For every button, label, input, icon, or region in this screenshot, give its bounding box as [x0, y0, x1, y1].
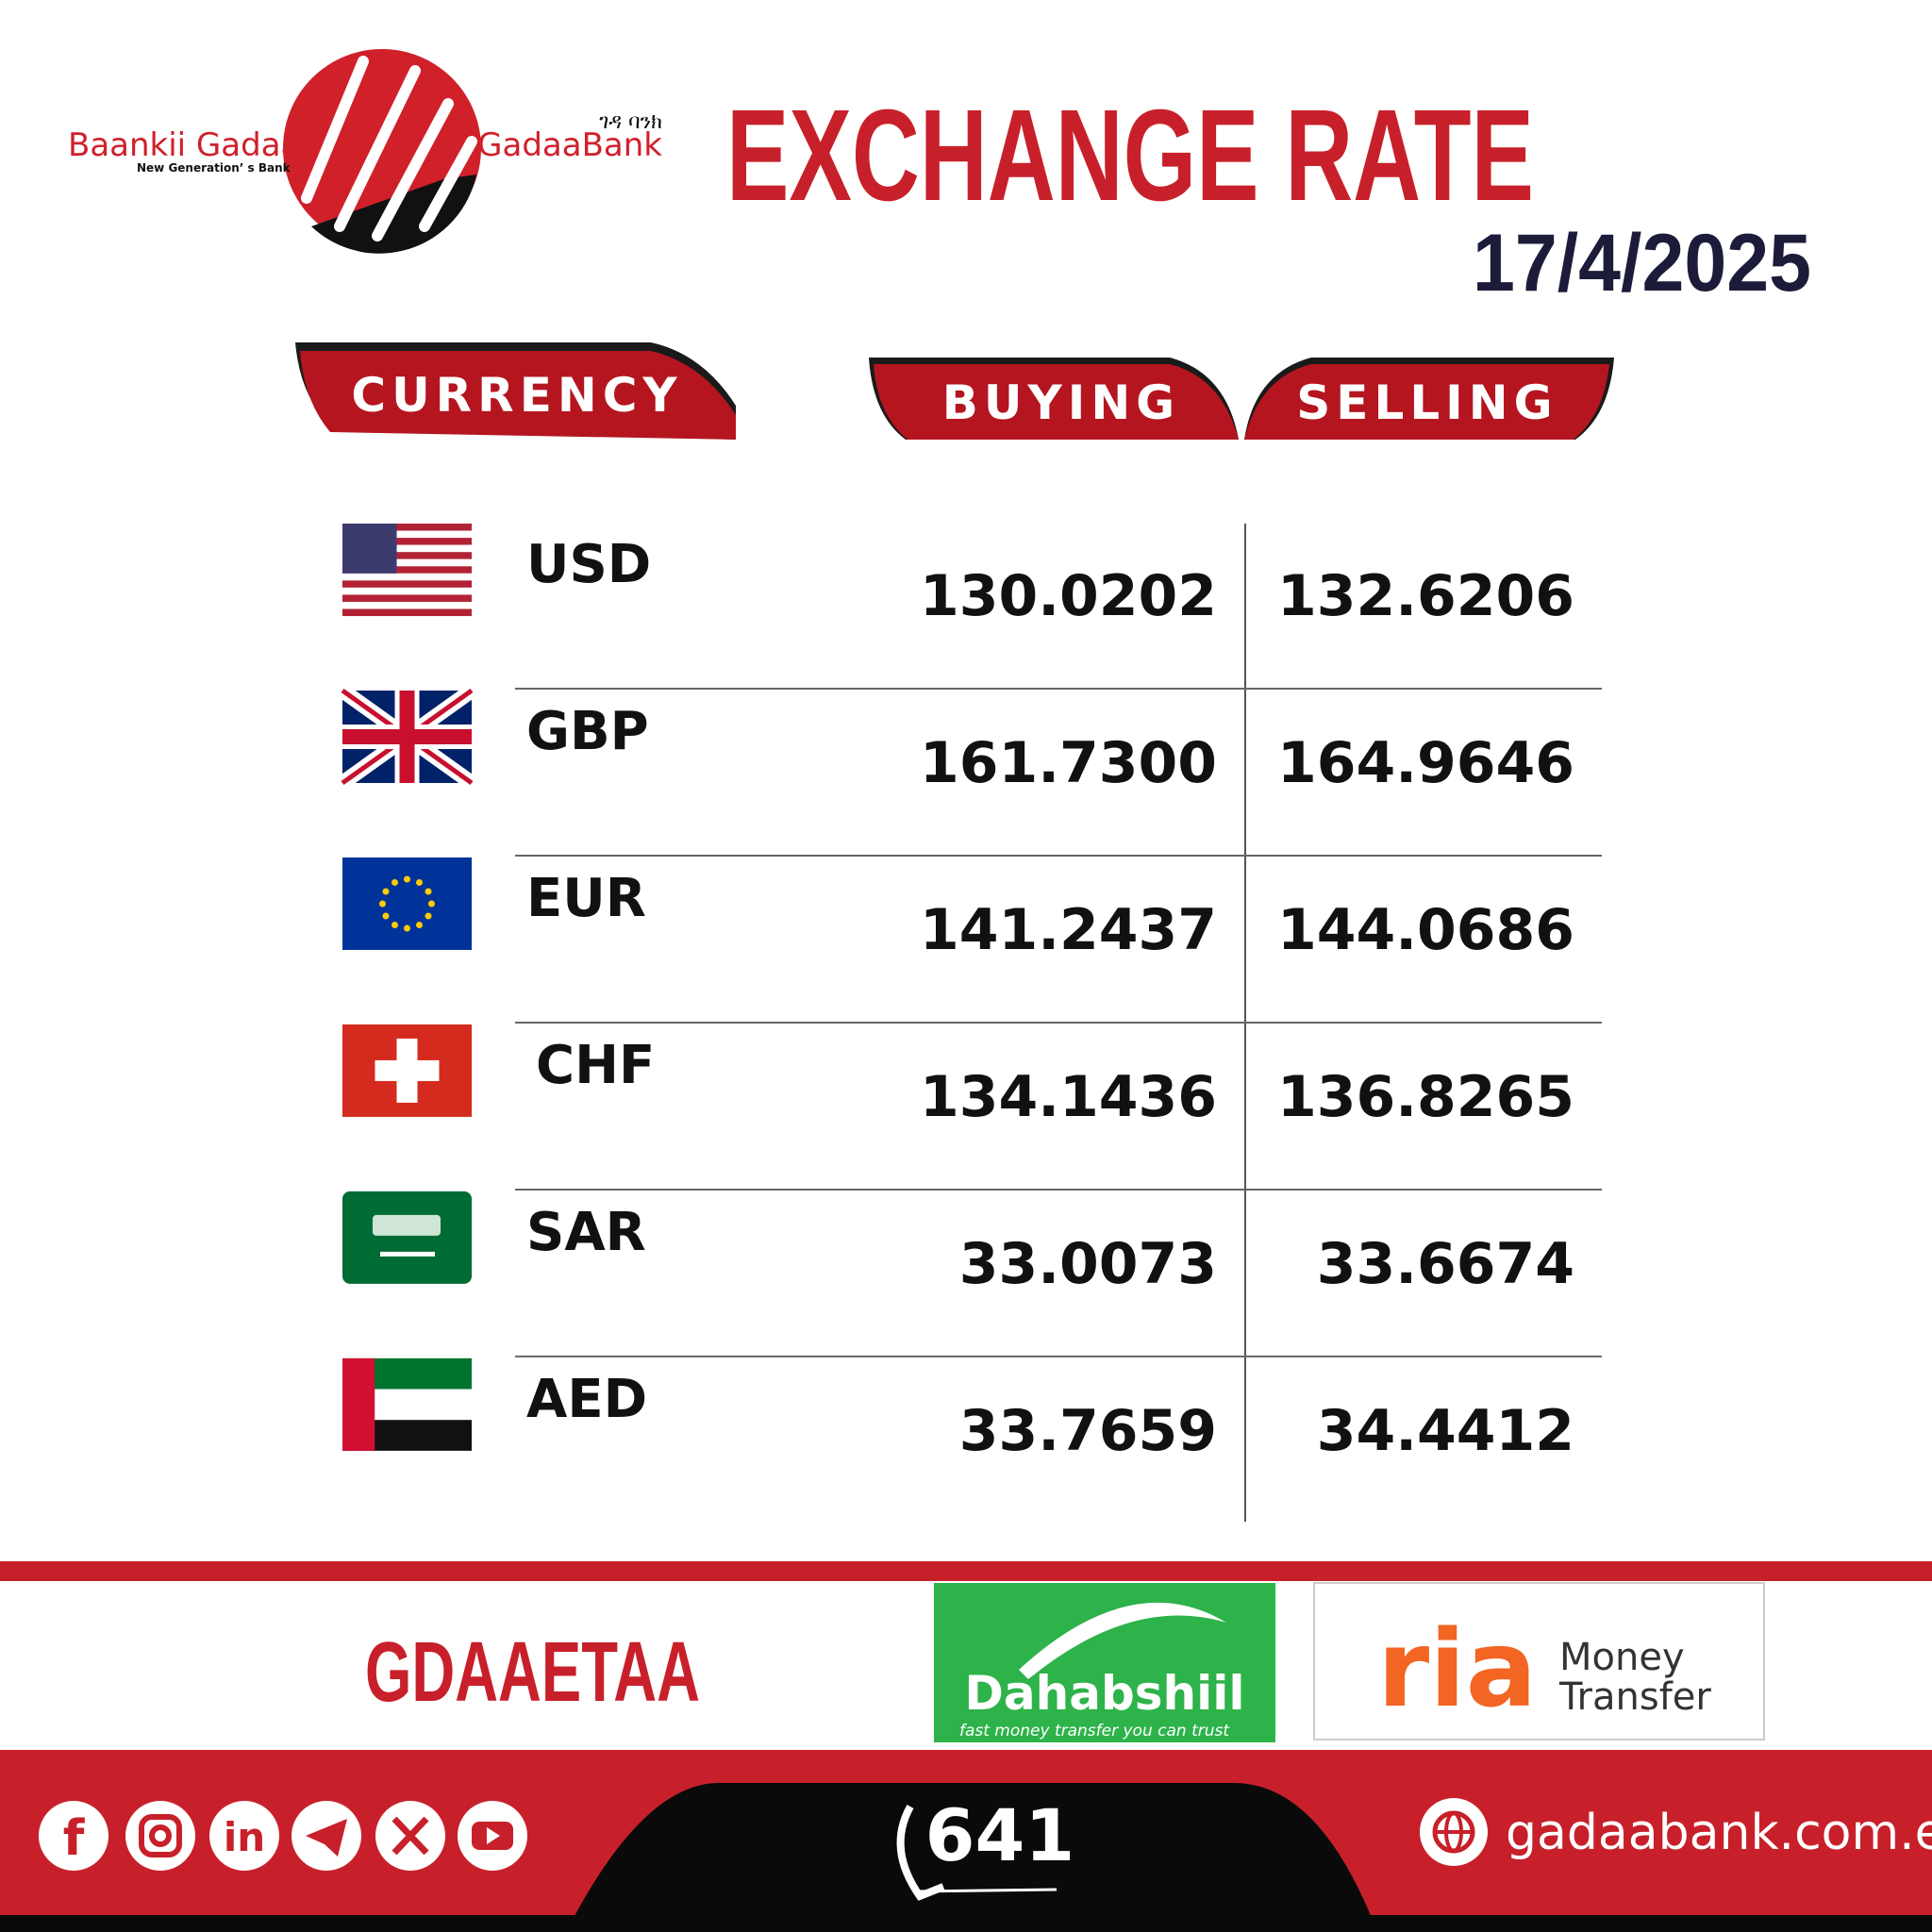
flag-star — [404, 875, 410, 883]
social-icons: f in — [39, 1801, 527, 1871]
flag-cross — [375, 1059, 440, 1081]
selling-tab — [1244, 364, 1609, 440]
dahabshiil-logo — [934, 1583, 1275, 1742]
buying-tab — [874, 364, 1239, 440]
flag — [342, 524, 472, 617]
flag — [342, 1024, 472, 1117]
footer-band — [0, 1561, 1932, 1581]
flag-hoist — [342, 1357, 375, 1451]
currency-code: EUR — [526, 868, 646, 929]
phone-number: 641 — [925, 1793, 1075, 1877]
flag-canton — [342, 524, 397, 574]
flag-stripe — [342, 580, 472, 588]
flag-star — [428, 900, 435, 908]
selling-rate: 164.9646 — [1277, 730, 1574, 796]
dahabshiil-text: Dahabshiil — [964, 1666, 1244, 1721]
dahabshiil-swoosh — [1019, 1602, 1226, 1679]
tagline: New Generation’ s Bank — [137, 161, 291, 175]
ria-transfer: Transfer — [1558, 1675, 1711, 1719]
flag-stripe — [342, 552, 472, 559]
partners-title: GDAAETAA — [365, 1625, 700, 1720]
phone-icon — [896, 1805, 945, 1901]
flag-star — [382, 888, 390, 895]
flag-stripe — [342, 601, 472, 609]
logo — [283, 49, 481, 254]
flag-star — [382, 912, 390, 920]
flag-stripe — [342, 558, 472, 567]
flag-sword — [380, 1251, 435, 1257]
currency-code: CHF — [536, 1035, 655, 1096]
ria-logo — [1313, 1582, 1765, 1740]
selling-rate: 132.6206 — [1277, 563, 1574, 629]
flag-field — [342, 1191, 472, 1284]
linkedin-icon[interactable] — [209, 1801, 279, 1871]
flag-stripe — [342, 587, 472, 595]
flag-stripe — [342, 538, 472, 545]
flag-star — [379, 900, 386, 908]
flag-stripe — [342, 594, 472, 602]
flag-stripe — [342, 573, 472, 581]
instagram-icon[interactable] — [125, 1801, 195, 1871]
ria-text: ria — [1377, 1608, 1537, 1731]
flag-star — [391, 921, 398, 928]
flag-stripe — [342, 608, 472, 617]
buying-rate: 33.0073 — [959, 1231, 1217, 1297]
buying-rate: 130.0202 — [920, 563, 1217, 629]
flag-star — [425, 888, 432, 895]
flag-star — [416, 878, 423, 886]
buying-rate: 161.7300 — [920, 730, 1217, 796]
flag-cross-red — [342, 729, 472, 745]
date: 17/4/2025 — [1473, 218, 1811, 308]
ria-money: Money — [1559, 1636, 1685, 1679]
column-header: BUYING — [942, 375, 1180, 430]
flag-stripe — [342, 530, 472, 539]
flag-stripe — [342, 524, 472, 531]
facebook-icon[interactable] — [39, 1801, 108, 1871]
currency-code: SAR — [526, 1202, 646, 1263]
flag-star — [404, 924, 410, 932]
brand-left: Baankii Gadaa — [68, 126, 300, 164]
buying-rate: 141.2437 — [920, 897, 1217, 963]
flag-script — [373, 1214, 441, 1236]
flag — [342, 1357, 472, 1451]
selling-rate: 34.4412 — [1317, 1398, 1574, 1464]
title: EXCHANGE RATE — [726, 83, 1534, 228]
flag-field — [342, 857, 472, 950]
phone-panel — [566, 1783, 1377, 1932]
flag — [338, 684, 476, 790]
brand-right: GadaaBank — [477, 126, 662, 164]
currency-code: GBP — [526, 701, 649, 762]
flag — [342, 857, 472, 950]
currency-code: USD — [526, 534, 651, 595]
brand-amharic: ገዳ ባንክ — [599, 110, 662, 134]
selling-rate: 144.0686 — [1277, 897, 1574, 963]
table-rows: USD 130.0202 132.6206 GBP 161.7300 164.9646 EU… — [338, 524, 1602, 1464]
linkedin-letters: in — [224, 1814, 265, 1860]
dahabshiil-tagline: fast money transfer you can trust — [959, 1722, 1230, 1740]
currency-code: AED — [526, 1369, 647, 1430]
selling-rate: 136.8265 — [1277, 1064, 1574, 1130]
bottom-strip — [0, 1915, 1932, 1932]
facebook-letter: f — [63, 1810, 86, 1867]
flag-stripe — [342, 566, 472, 574]
currency-tab — [300, 351, 736, 440]
flag-star — [416, 921, 423, 928]
column-header: CURRENCY — [351, 368, 682, 423]
column-header: SELLING — [1296, 375, 1557, 430]
flag-stripe — [342, 544, 472, 553]
flag-star — [425, 912, 432, 920]
flag — [342, 1191, 472, 1284]
buying-rate: 134.1436 — [920, 1064, 1217, 1130]
selling-rate: 33.6674 — [1317, 1231, 1574, 1297]
phone-underline — [914, 1888, 1058, 1893]
buying-rate: 33.7659 — [959, 1398, 1217, 1464]
flag-star — [391, 878, 398, 886]
website[interactable]: gadaabank.com.et — [1506, 1805, 1932, 1861]
